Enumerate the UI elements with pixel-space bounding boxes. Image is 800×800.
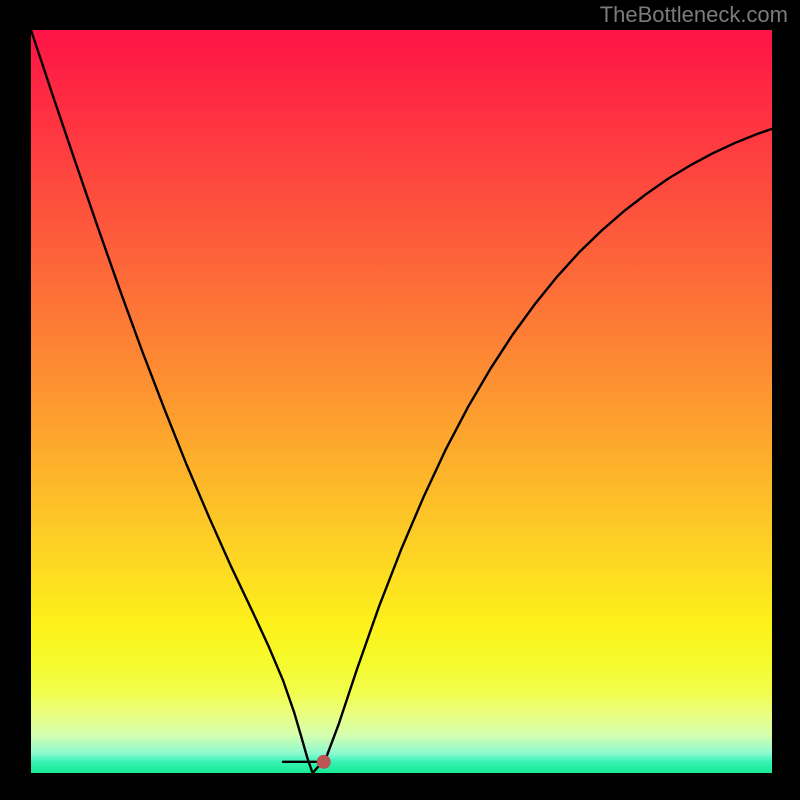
gradient-background [31, 30, 772, 773]
bottleneck-chart [31, 30, 772, 773]
watermark-text: TheBottleneck.com [600, 2, 788, 28]
optimum-marker [317, 755, 331, 769]
